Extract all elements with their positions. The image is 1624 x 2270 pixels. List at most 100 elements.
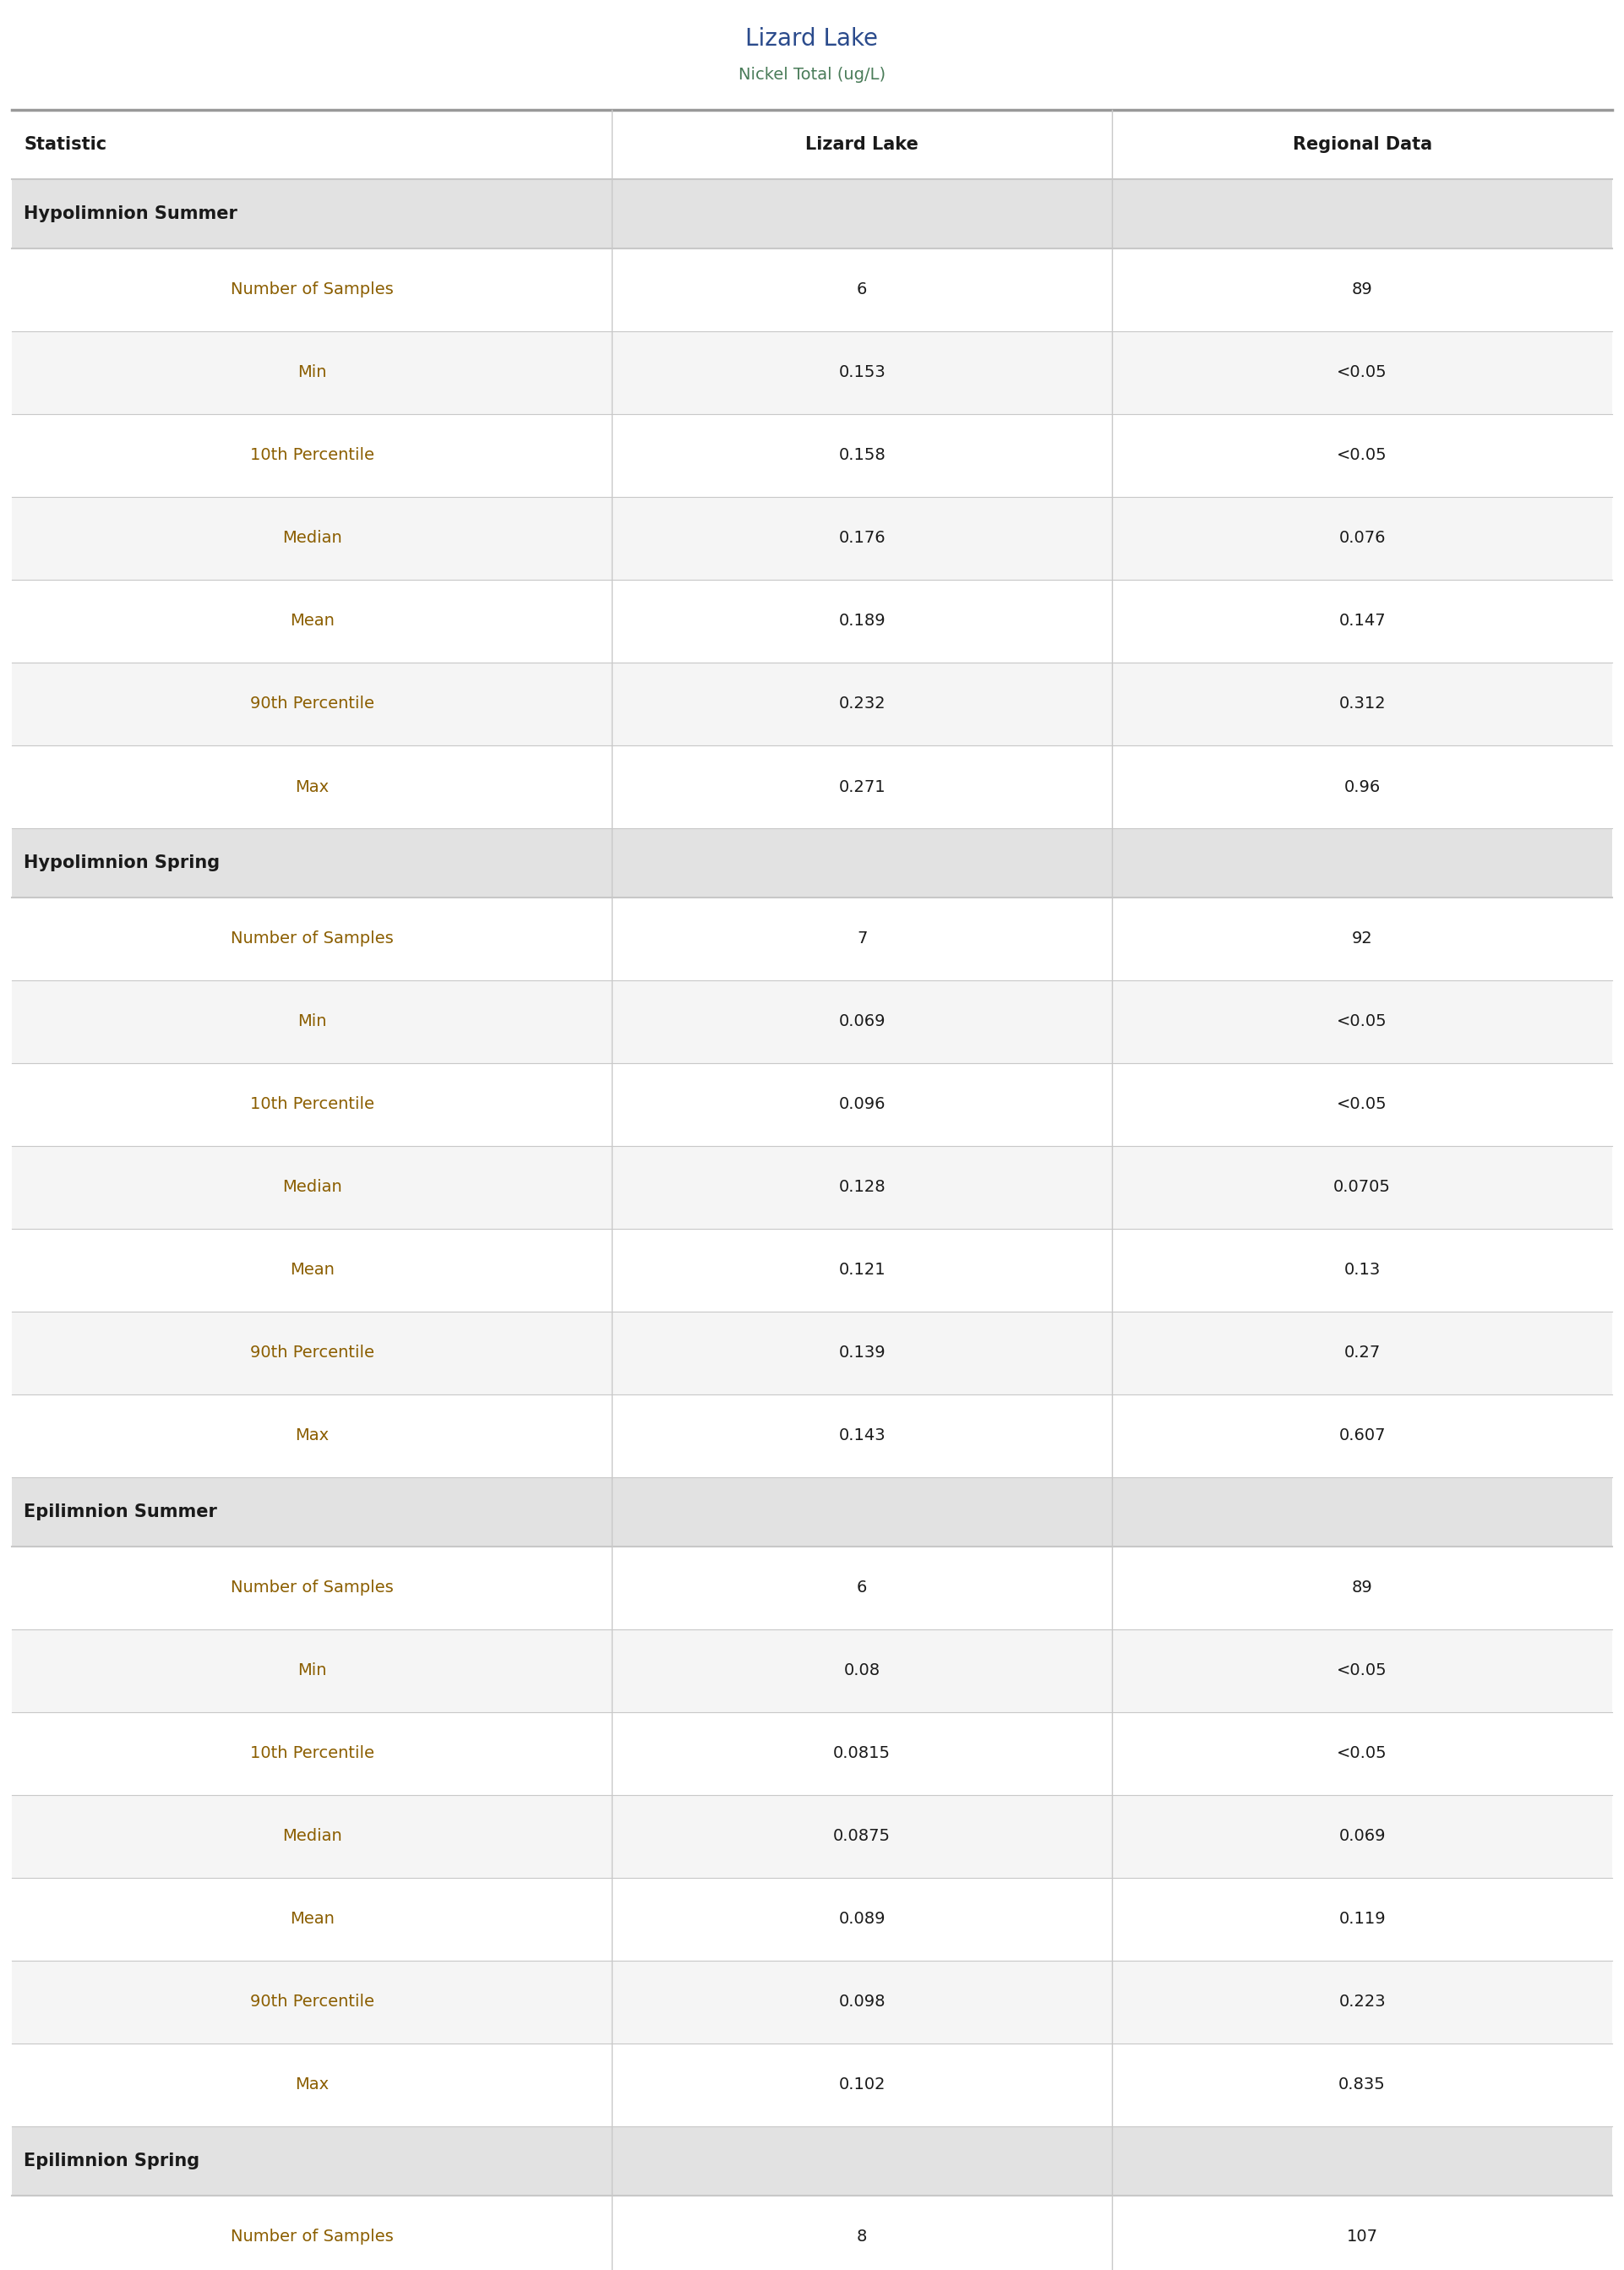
Text: Median: Median: [283, 1827, 341, 1846]
FancyBboxPatch shape: [11, 331, 1613, 413]
Text: 0.96: 0.96: [1343, 779, 1380, 794]
FancyBboxPatch shape: [11, 1877, 1613, 1961]
Text: 0.08: 0.08: [844, 1664, 880, 1680]
Text: 0.27: 0.27: [1343, 1346, 1380, 1362]
Text: 0.189: 0.189: [838, 613, 885, 629]
Text: 0.069: 0.069: [1338, 1827, 1385, 1846]
Text: 6: 6: [857, 1580, 867, 1596]
FancyBboxPatch shape: [11, 413, 1613, 497]
Text: <0.05: <0.05: [1337, 1664, 1387, 1680]
Text: Max: Max: [296, 2077, 328, 2093]
Text: 90th Percentile: 90th Percentile: [250, 697, 374, 713]
FancyBboxPatch shape: [11, 1062, 1613, 1146]
FancyBboxPatch shape: [11, 663, 1613, 745]
Text: 107: 107: [1346, 2229, 1377, 2245]
Text: Median: Median: [283, 531, 341, 547]
Text: Lizard Lake: Lizard Lake: [745, 27, 879, 50]
Text: 0.139: 0.139: [838, 1346, 885, 1362]
FancyBboxPatch shape: [11, 109, 1613, 179]
Text: Number of Samples: Number of Samples: [231, 1580, 393, 1596]
Text: 0.176: 0.176: [838, 531, 885, 547]
Text: Median: Median: [283, 1180, 341, 1196]
Text: Hypolimnion Summer: Hypolimnion Summer: [24, 204, 237, 222]
Text: Number of Samples: Number of Samples: [231, 2229, 393, 2245]
Text: Min: Min: [297, 1664, 326, 1680]
Text: Hypolimnion Spring: Hypolimnion Spring: [24, 854, 219, 872]
Text: <0.05: <0.05: [1337, 1746, 1387, 1762]
FancyBboxPatch shape: [11, 2127, 1613, 2195]
Text: 0.069: 0.069: [838, 1015, 885, 1031]
Text: Nickel Total (ug/L): Nickel Total (ug/L): [739, 66, 885, 82]
Text: 0.143: 0.143: [838, 1428, 885, 1444]
Text: <0.05: <0.05: [1337, 365, 1387, 381]
Text: Max: Max: [296, 1428, 328, 1444]
Text: 90th Percentile: 90th Percentile: [250, 1346, 374, 1362]
Text: 92: 92: [1351, 931, 1372, 947]
Text: Mean: Mean: [289, 1911, 335, 1927]
Text: 0.312: 0.312: [1338, 697, 1385, 713]
Text: 0.0815: 0.0815: [833, 1746, 890, 1762]
FancyBboxPatch shape: [11, 2195, 1613, 2270]
Text: 7: 7: [857, 931, 867, 947]
Text: Mean: Mean: [289, 613, 335, 629]
FancyBboxPatch shape: [11, 179, 1613, 247]
FancyBboxPatch shape: [11, 745, 1613, 829]
Text: 0.0705: 0.0705: [1333, 1180, 1390, 1196]
FancyBboxPatch shape: [11, 1146, 1613, 1228]
Text: Epilimnion Summer: Epilimnion Summer: [24, 1503, 218, 1521]
Text: <0.05: <0.05: [1337, 447, 1387, 463]
Text: 10th Percentile: 10th Percentile: [250, 1096, 374, 1112]
Text: 0.158: 0.158: [838, 447, 885, 463]
FancyBboxPatch shape: [11, 981, 1613, 1062]
FancyBboxPatch shape: [11, 497, 1613, 579]
Text: 0.089: 0.089: [838, 1911, 885, 1927]
Text: 6: 6: [857, 281, 867, 297]
Text: 0.096: 0.096: [838, 1096, 885, 1112]
Text: Mean: Mean: [289, 1262, 335, 1278]
FancyBboxPatch shape: [11, 829, 1613, 897]
Text: 10th Percentile: 10th Percentile: [250, 1746, 374, 1762]
Text: 0.232: 0.232: [838, 697, 885, 713]
Text: 0.13: 0.13: [1343, 1262, 1380, 1278]
Text: 0.0875: 0.0875: [833, 1827, 890, 1846]
FancyBboxPatch shape: [11, 1630, 1613, 1712]
Text: Min: Min: [297, 1015, 326, 1031]
Text: 0.607: 0.607: [1338, 1428, 1385, 1444]
FancyBboxPatch shape: [11, 1961, 1613, 2043]
FancyBboxPatch shape: [11, 2043, 1613, 2127]
Text: 0.835: 0.835: [1338, 2077, 1385, 2093]
Text: 89: 89: [1351, 281, 1372, 297]
Text: Regional Data: Regional Data: [1293, 136, 1432, 152]
Text: Lizard Lake: Lizard Lake: [806, 136, 919, 152]
FancyBboxPatch shape: [11, 1312, 1613, 1394]
Text: Max: Max: [296, 779, 328, 794]
FancyBboxPatch shape: [11, 1796, 1613, 1877]
Text: Statistic: Statistic: [24, 136, 107, 152]
Text: 0.098: 0.098: [838, 1993, 885, 2011]
FancyBboxPatch shape: [11, 247, 1613, 331]
FancyBboxPatch shape: [11, 897, 1613, 981]
Text: 0.223: 0.223: [1338, 1993, 1385, 2011]
Text: <0.05: <0.05: [1337, 1015, 1387, 1031]
Text: 0.153: 0.153: [838, 365, 885, 381]
Text: 10th Percentile: 10th Percentile: [250, 447, 374, 463]
Text: Number of Samples: Number of Samples: [231, 281, 393, 297]
Text: Epilimnion Spring: Epilimnion Spring: [24, 2152, 200, 2170]
Text: 0.147: 0.147: [1338, 613, 1385, 629]
Text: 0.271: 0.271: [838, 779, 885, 794]
Text: 89: 89: [1351, 1580, 1372, 1596]
Text: Min: Min: [297, 365, 326, 381]
Text: 90th Percentile: 90th Percentile: [250, 1993, 374, 2011]
Text: <0.05: <0.05: [1337, 1096, 1387, 1112]
Text: Number of Samples: Number of Samples: [231, 931, 393, 947]
Text: 8: 8: [857, 2229, 867, 2245]
Text: 0.128: 0.128: [838, 1180, 885, 1196]
Text: 0.076: 0.076: [1338, 531, 1385, 547]
FancyBboxPatch shape: [11, 1478, 1613, 1546]
Text: 0.119: 0.119: [1338, 1911, 1385, 1927]
FancyBboxPatch shape: [11, 1712, 1613, 1796]
FancyBboxPatch shape: [11, 579, 1613, 663]
FancyBboxPatch shape: [11, 1546, 1613, 1630]
Text: 0.102: 0.102: [838, 2077, 885, 2093]
FancyBboxPatch shape: [11, 1394, 1613, 1478]
